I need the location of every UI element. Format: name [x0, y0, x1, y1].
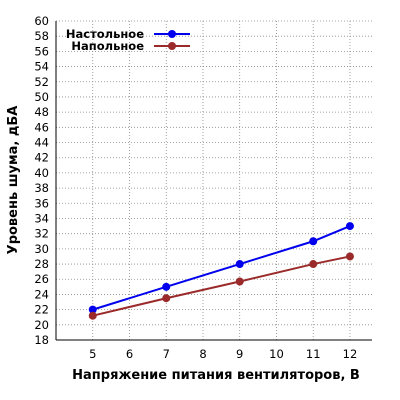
data-point [345, 222, 354, 231]
grid-lines [56, 20, 372, 340]
data-point [309, 260, 318, 269]
y-tick-label: 20 [34, 318, 49, 332]
x-tick-label: 8 [199, 347, 206, 361]
y-tick-label: 34 [34, 211, 49, 225]
data-point [162, 294, 171, 303]
y-tick-label: 24 [34, 287, 49, 301]
x-tick-label: 12 [343, 347, 358, 361]
legend-label: Настольное [66, 27, 144, 41]
x-axis-title: Напряжение питания вентиляторов, В [72, 368, 360, 383]
x-tick-label: 10 [269, 347, 284, 361]
y-tick-label: 38 [34, 181, 49, 195]
y-tick-label: 26 [34, 272, 49, 286]
y-tick-label: 28 [34, 257, 49, 271]
data-point [88, 305, 97, 314]
data-point [235, 260, 244, 269]
x-tick-label: 6 [126, 347, 133, 361]
y-tick-label: 18 [34, 333, 49, 347]
y-tick-label: 22 [34, 303, 49, 317]
axes [55, 21, 372, 341]
legend-swatch-marker [168, 30, 176, 38]
x-tick-label: 11 [306, 347, 321, 361]
legend-swatch-marker [168, 42, 176, 50]
legend-label: Напольное [71, 39, 144, 53]
y-tick-label: 48 [34, 105, 49, 119]
y-tick-label: 44 [34, 136, 49, 150]
x-tick-label: 9 [236, 347, 243, 361]
y-tick-label: 50 [34, 90, 49, 104]
x-tick-label: 7 [163, 347, 170, 361]
data-point [309, 237, 318, 246]
data-point [345, 252, 354, 261]
y-tick-label: 30 [34, 242, 49, 256]
y-axis-title: Уровень шума, дБА [6, 106, 21, 255]
y-tick-label: 54 [34, 60, 49, 74]
y-tick-label: 52 [34, 75, 49, 89]
data-point [235, 277, 244, 286]
y-tick-label: 56 [34, 44, 49, 58]
y-tick-label: 58 [34, 29, 49, 43]
x-tick-label: 5 [89, 347, 96, 361]
tick-labels: 1820222426283032343638404244464850525456… [34, 14, 357, 361]
y-tick-label: 32 [34, 227, 49, 241]
y-tick-label: 60 [34, 14, 49, 28]
series-lines [88, 222, 354, 320]
data-point [162, 282, 171, 291]
y-tick-label: 42 [34, 151, 49, 165]
y-tick-label: 36 [34, 196, 49, 210]
y-tick-label: 40 [34, 166, 49, 180]
y-tick-label: 46 [34, 120, 49, 134]
data-point [88, 311, 97, 320]
